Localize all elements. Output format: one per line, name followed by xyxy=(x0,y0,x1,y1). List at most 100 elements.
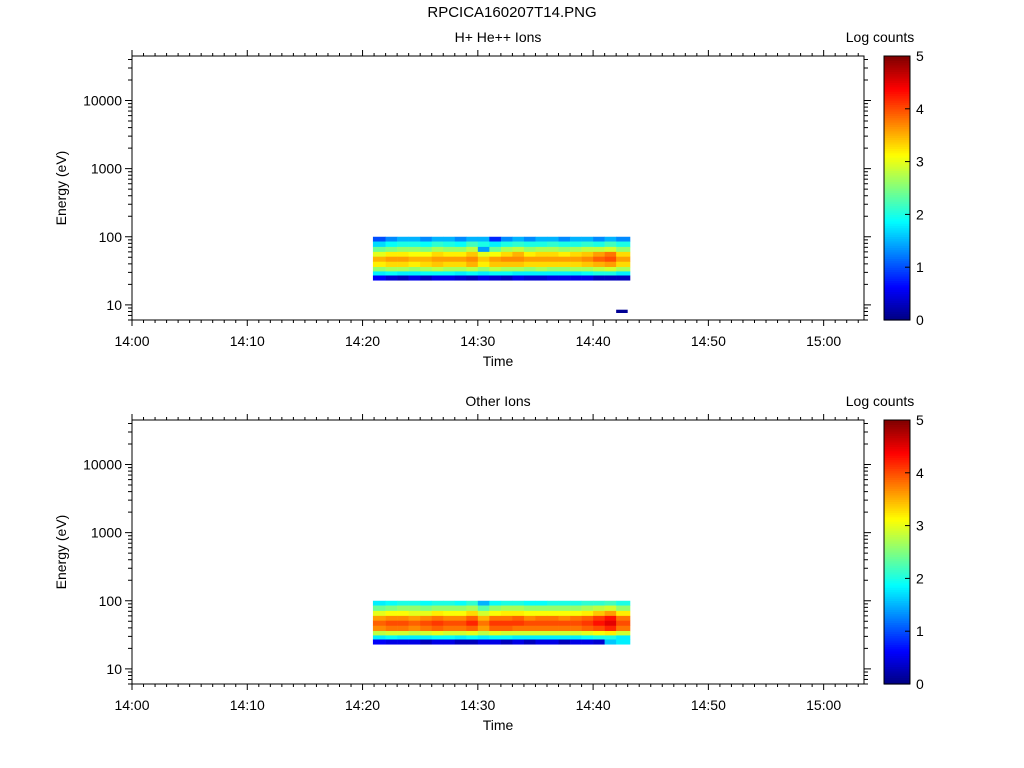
heatmap-cell xyxy=(523,236,536,242)
heatmap-cell xyxy=(466,246,479,253)
heatmap-cell xyxy=(454,610,467,617)
x-tick-label: 14:20 xyxy=(345,333,380,349)
heatmap-cell xyxy=(489,261,502,268)
colorbar-band xyxy=(884,582,910,586)
colorbar-band xyxy=(884,466,910,469)
heatmap-cell xyxy=(616,600,631,606)
x-tick-label: 14:50 xyxy=(691,333,726,349)
heatmap-cell xyxy=(477,620,490,627)
heatmap-cell xyxy=(523,275,536,281)
colorbar-band xyxy=(884,668,910,672)
colorbar-band xyxy=(884,203,910,207)
colorbar-band xyxy=(884,571,910,575)
heatmap-cell xyxy=(512,630,525,636)
heatmap-cell xyxy=(500,246,513,253)
heatmap-cell xyxy=(397,630,409,636)
colorbar-tick-label: 4 xyxy=(916,101,924,117)
heatmap-cell xyxy=(581,241,594,248)
colorbar-band xyxy=(884,600,910,604)
heatmap-cell xyxy=(372,639,386,645)
heatmap-cell xyxy=(397,246,409,253)
colorbar-frame xyxy=(883,419,911,685)
colorbar-band xyxy=(884,545,910,549)
heatmap-cell xyxy=(397,271,409,276)
heatmap-cell xyxy=(431,251,444,257)
heatmap-cell xyxy=(604,615,617,621)
heatmap-cell xyxy=(466,605,479,612)
x-tick-label: 14:50 xyxy=(691,697,726,713)
panel-title: H+ He++ Ions xyxy=(455,29,542,45)
colorbar-band xyxy=(884,501,910,505)
colorbar-band xyxy=(884,238,910,242)
colorbar-band xyxy=(884,89,910,92)
heatmap-cell xyxy=(604,241,617,248)
heatmap-cell xyxy=(466,600,479,606)
heatmap-cell xyxy=(604,246,617,253)
colorbar-band xyxy=(884,662,910,665)
colorbar-band xyxy=(884,251,910,255)
heatmap-cell xyxy=(408,275,421,281)
colorbar-band xyxy=(884,144,910,147)
heatmap-cell xyxy=(489,615,502,621)
heatmap-cell xyxy=(372,256,386,263)
heatmap-cell xyxy=(570,620,582,627)
heatmap-cell xyxy=(385,605,398,612)
heatmap-cell xyxy=(616,635,631,640)
colorbar-band xyxy=(884,260,910,264)
colorbar-band xyxy=(884,519,910,522)
colorbar-band xyxy=(884,86,910,90)
colorbar-band xyxy=(884,256,910,259)
colorbar-band xyxy=(884,455,910,458)
colorbar-band xyxy=(884,133,910,136)
heatmap-cell xyxy=(454,236,467,242)
colorbar-band xyxy=(884,536,910,540)
heatmap-cell xyxy=(420,625,433,632)
heatmap-cell xyxy=(408,610,421,617)
heatmap-cell xyxy=(489,639,502,645)
colorbar-band xyxy=(884,95,910,99)
colorbar-band xyxy=(884,428,910,432)
colorbar-band xyxy=(884,102,910,105)
heatmap-cell xyxy=(466,639,479,645)
heatmap-cell xyxy=(420,256,433,263)
heatmap-cell xyxy=(397,610,409,617)
colorbar-band xyxy=(884,543,910,546)
heatmap-cell xyxy=(546,635,559,640)
heatmap-cell xyxy=(570,251,582,257)
heatmap-cell xyxy=(466,635,479,640)
heatmap-cell xyxy=(616,625,631,632)
colorbar-tick-label: 1 xyxy=(916,623,924,639)
colorbar-band xyxy=(884,150,910,154)
colorbar-band xyxy=(884,258,910,262)
heatmap-cell xyxy=(593,261,605,268)
colorbar-band xyxy=(884,468,910,472)
heatmap-cell xyxy=(581,635,594,640)
heatmap-cell xyxy=(420,600,433,606)
heatmap-cell xyxy=(443,266,456,272)
colorbar-band xyxy=(884,188,910,191)
heatmap-cell xyxy=(454,605,467,612)
colorbar-band xyxy=(884,80,910,83)
colorbar-band xyxy=(884,527,910,531)
heatmap-cell xyxy=(535,266,548,272)
x-tick-label: 14:00 xyxy=(114,697,149,713)
heatmap-cell xyxy=(372,251,386,257)
heatmap-cell xyxy=(535,261,548,268)
colorbar-band xyxy=(884,199,910,202)
heatmap-cell xyxy=(616,639,631,645)
heatmap-cell xyxy=(512,615,525,621)
heatmap-cell xyxy=(535,246,548,253)
heatmap-cell xyxy=(500,266,513,272)
colorbar-band xyxy=(884,91,910,94)
colorbar-band xyxy=(884,534,910,538)
colorbar-band xyxy=(884,183,910,187)
heatmap-cell xyxy=(500,620,513,627)
colorbar-band xyxy=(884,490,910,494)
colorbar-band xyxy=(884,84,910,88)
heatmap-cell xyxy=(372,236,386,242)
heatmap-cell xyxy=(477,625,490,632)
heatmap-cell xyxy=(512,266,525,272)
colorbar-band xyxy=(884,516,910,520)
heatmap-cell xyxy=(397,639,409,645)
colorbar-band xyxy=(884,450,910,454)
